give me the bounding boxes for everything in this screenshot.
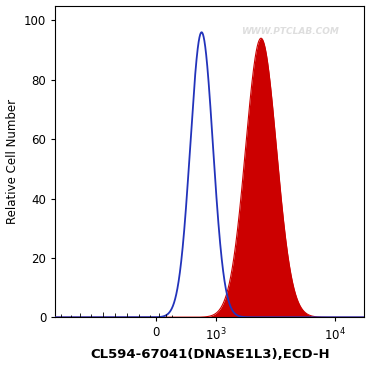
Text: WWW.PTCLAB.COM: WWW.PTCLAB.COM [241,27,339,36]
X-axis label: CL594-67041(DNASE1L3),ECD-H: CL594-67041(DNASE1L3),ECD-H [90,348,330,361]
Y-axis label: Relative Cell Number: Relative Cell Number [6,99,18,224]
